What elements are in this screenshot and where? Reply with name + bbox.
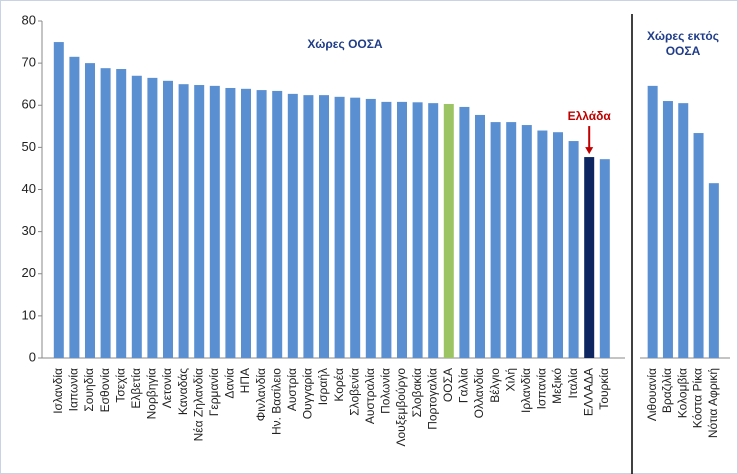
x-tick-label: Ιαπωνία bbox=[67, 368, 81, 411]
bar bbox=[272, 90, 283, 359]
bar bbox=[678, 103, 689, 358]
y-tick-label: 40 bbox=[22, 181, 36, 196]
bar bbox=[693, 133, 704, 358]
x-tick-label: Ελβετία bbox=[129, 368, 143, 409]
group-title: Χώρες ΟΟΣΑ bbox=[307, 37, 383, 51]
x-tick-label: Σουηδία bbox=[82, 368, 96, 412]
bar bbox=[412, 102, 423, 359]
x-tick-label: Χιλή bbox=[503, 368, 517, 391]
bar bbox=[553, 132, 563, 358]
y-tick-label: 20 bbox=[22, 265, 36, 280]
bar bbox=[303, 95, 314, 358]
y-tick-label: 50 bbox=[22, 139, 36, 154]
bar bbox=[53, 42, 64, 358]
x-tick-label: Εσθονία bbox=[98, 368, 112, 412]
x-tick-label: Αυστραλία bbox=[363, 368, 377, 424]
annotation-arrowhead bbox=[585, 147, 594, 155]
bar bbox=[350, 97, 361, 358]
x-tick-label: Τουρκία bbox=[597, 368, 611, 410]
x-tick-label: ΗΠΑ bbox=[238, 368, 252, 393]
bar bbox=[397, 101, 407, 358]
y-tick-label: 30 bbox=[22, 223, 36, 238]
y-tick-label: 60 bbox=[22, 97, 36, 112]
x-tick-label: Ουγγαρία bbox=[301, 368, 315, 419]
bar bbox=[568, 141, 579, 358]
x-tick-label: Κολομβία bbox=[675, 368, 689, 418]
x-tick-label: Κόστα Ρίκα bbox=[691, 368, 705, 428]
annotation: Ελλάδα bbox=[568, 109, 612, 123]
x-tick-label: Σλοβακία bbox=[410, 368, 424, 417]
bar bbox=[381, 101, 392, 358]
x-tick-label: Νορβηγία bbox=[145, 368, 159, 419]
bar bbox=[475, 114, 485, 358]
x-tick-label: Ισλανδία bbox=[51, 368, 65, 414]
bar bbox=[506, 122, 517, 358]
bar bbox=[662, 101, 673, 358]
x-tick-label: Λετονία bbox=[160, 368, 174, 408]
x-tick-label: Πολωνία bbox=[379, 368, 393, 414]
bar bbox=[147, 77, 158, 359]
bar bbox=[365, 98, 376, 359]
bar bbox=[163, 80, 173, 358]
group-title: ΟΟΣΑ bbox=[666, 44, 701, 58]
bar bbox=[708, 183, 719, 358]
bar bbox=[225, 87, 236, 358]
bar bbox=[85, 63, 95, 358]
bar bbox=[194, 85, 205, 358]
bar bbox=[334, 96, 345, 358]
y-tick-label: 80 bbox=[22, 12, 36, 27]
x-tick-label: Βραζιλία bbox=[660, 368, 674, 413]
x-tick-label: Νέα Ζηλανδία bbox=[191, 368, 205, 441]
x-tick-label: Λουξεμβούργο bbox=[394, 368, 408, 447]
x-tick-label: ΕΛΛΑΔΑ bbox=[581, 368, 595, 416]
bar bbox=[209, 85, 220, 358]
bar bbox=[116, 69, 127, 359]
bar bbox=[599, 159, 610, 358]
bar bbox=[131, 75, 142, 358]
bar bbox=[319, 95, 329, 358]
bar bbox=[428, 103, 439, 358]
bar bbox=[490, 122, 501, 358]
x-tick-label: ΟΟΣΑ bbox=[441, 368, 455, 402]
y-tick-label: 70 bbox=[22, 55, 36, 70]
x-tick-label: Ισπανία bbox=[535, 368, 549, 409]
bar bbox=[256, 90, 267, 359]
bar bbox=[241, 88, 251, 358]
x-tick-label: Πορτογαλία bbox=[425, 368, 439, 430]
x-tick-label: Δανία bbox=[223, 368, 237, 399]
x-tick-label: Μεξικό bbox=[550, 368, 564, 404]
bar bbox=[287, 93, 298, 358]
x-tick-label: Γερμανία bbox=[207, 368, 221, 416]
x-tick-label: Νότια Αφρική bbox=[706, 368, 720, 438]
x-tick-label: Κορέα bbox=[332, 368, 346, 402]
x-tick-label: Ην. Βασίλειο bbox=[269, 368, 283, 435]
x-tick-label: Λιθουανία bbox=[645, 368, 659, 421]
x-tick-label: Ισραήλ bbox=[316, 368, 330, 405]
bar bbox=[647, 85, 658, 358]
bar bbox=[537, 130, 548, 358]
y-tick-label: 10 bbox=[22, 307, 36, 322]
x-tick-label: Φινλανδία bbox=[254, 368, 268, 421]
x-tick-label: Βέλγιο bbox=[488, 368, 502, 403]
x-tick-label: Ολλανδία bbox=[472, 368, 486, 418]
x-tick-label: Καναδάς bbox=[176, 368, 190, 415]
bar bbox=[443, 103, 454, 358]
bar bbox=[100, 68, 111, 359]
bar bbox=[178, 84, 189, 358]
y-tick-label: 0 bbox=[29, 349, 36, 364]
x-tick-label: Ιταλία bbox=[566, 368, 580, 399]
x-tick-label: Σλοβενία bbox=[347, 368, 361, 416]
x-tick-label: Ιρλανδία bbox=[519, 368, 533, 413]
bar bbox=[521, 125, 532, 358]
x-tick-label: Αυστρία bbox=[285, 368, 299, 411]
bar bbox=[584, 157, 595, 358]
bar bbox=[69, 56, 80, 359]
bar bbox=[459, 106, 470, 358]
x-tick-label: Τσεχία bbox=[113, 368, 127, 403]
group-title: Χώρες εκτός bbox=[647, 29, 719, 43]
x-tick-label: Γαλλία bbox=[457, 368, 471, 403]
